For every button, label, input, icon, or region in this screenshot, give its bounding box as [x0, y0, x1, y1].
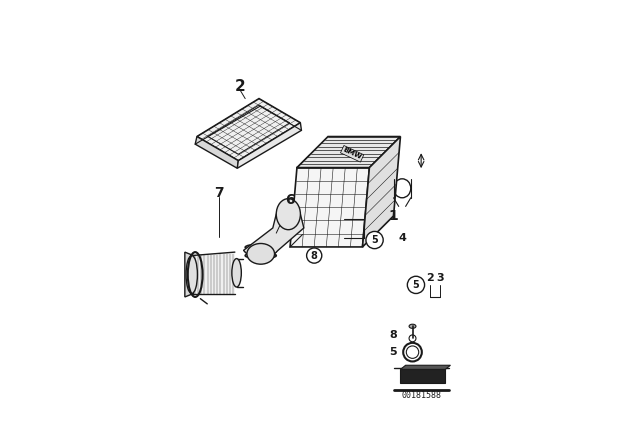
- Text: 2: 2: [235, 79, 245, 94]
- Ellipse shape: [276, 198, 300, 230]
- Polygon shape: [243, 214, 304, 254]
- Polygon shape: [401, 370, 445, 383]
- Text: 5: 5: [413, 280, 419, 290]
- Text: 4: 4: [398, 233, 406, 243]
- Polygon shape: [185, 252, 193, 297]
- Ellipse shape: [247, 243, 275, 264]
- Circle shape: [333, 238, 340, 245]
- Text: 2: 2: [426, 273, 434, 283]
- Polygon shape: [401, 365, 451, 370]
- Polygon shape: [195, 137, 238, 168]
- Text: 8: 8: [389, 330, 397, 340]
- Polygon shape: [192, 252, 235, 293]
- Text: 3: 3: [436, 273, 444, 283]
- Text: 5: 5: [371, 235, 378, 245]
- Ellipse shape: [279, 202, 294, 226]
- Circle shape: [307, 248, 322, 263]
- Text: 7: 7: [214, 186, 224, 200]
- Circle shape: [407, 276, 424, 293]
- Ellipse shape: [409, 324, 416, 328]
- Text: 5: 5: [389, 347, 397, 357]
- Ellipse shape: [394, 179, 411, 198]
- Text: 6: 6: [285, 194, 295, 207]
- Polygon shape: [237, 123, 301, 168]
- Ellipse shape: [186, 255, 197, 293]
- Polygon shape: [362, 137, 401, 247]
- Circle shape: [366, 232, 383, 249]
- Text: 1: 1: [388, 209, 399, 223]
- Circle shape: [409, 335, 416, 342]
- Polygon shape: [290, 168, 369, 247]
- Polygon shape: [197, 99, 300, 161]
- Text: 8: 8: [311, 250, 317, 261]
- Polygon shape: [297, 137, 401, 168]
- Text: BMW: BMW: [342, 147, 362, 161]
- Ellipse shape: [232, 258, 241, 287]
- Text: 00181588: 00181588: [401, 391, 441, 400]
